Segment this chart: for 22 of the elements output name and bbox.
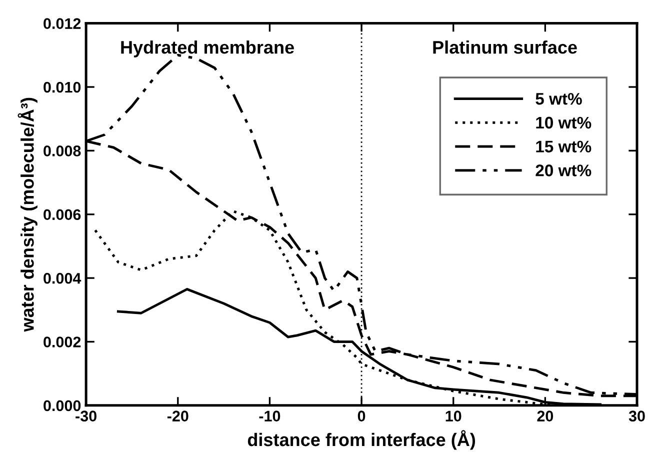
x-axis-title: distance from interface (Å)	[248, 430, 476, 450]
y-axis-title: water density (molecule/Å³)	[18, 98, 38, 332]
y-tick-label: 0.000	[44, 400, 81, 412]
x-tick-label: -10	[259, 410, 280, 422]
y-tick-label: 0.002	[44, 336, 81, 348]
x-tick-label: -30	[76, 410, 96, 422]
x-tick-label: 0	[358, 410, 366, 422]
y-tick-label: 0.006	[44, 209, 81, 220]
y-tick-label: 0.004	[44, 272, 82, 284]
x-tick-label: 30	[628, 410, 645, 422]
legend-label: 15 wt%	[536, 140, 592, 152]
y-tick-label: 0.008	[44, 146, 81, 156]
y-tick-label: 0.012	[44, 18, 81, 29]
y-tick-label: 0.010	[44, 82, 81, 93]
annotation: Platinum surface	[433, 40, 577, 54]
legend-label: 20 wt%	[536, 164, 592, 176]
x-tick-label: 10	[446, 410, 462, 422]
x-tick-label: -20	[167, 410, 188, 422]
annotation: Hydrated membrane	[121, 40, 294, 58]
x-tick-label: 20	[537, 410, 554, 422]
legend-label: 10 wt%	[536, 116, 592, 129]
legend-label: 5 wt%	[536, 92, 582, 105]
